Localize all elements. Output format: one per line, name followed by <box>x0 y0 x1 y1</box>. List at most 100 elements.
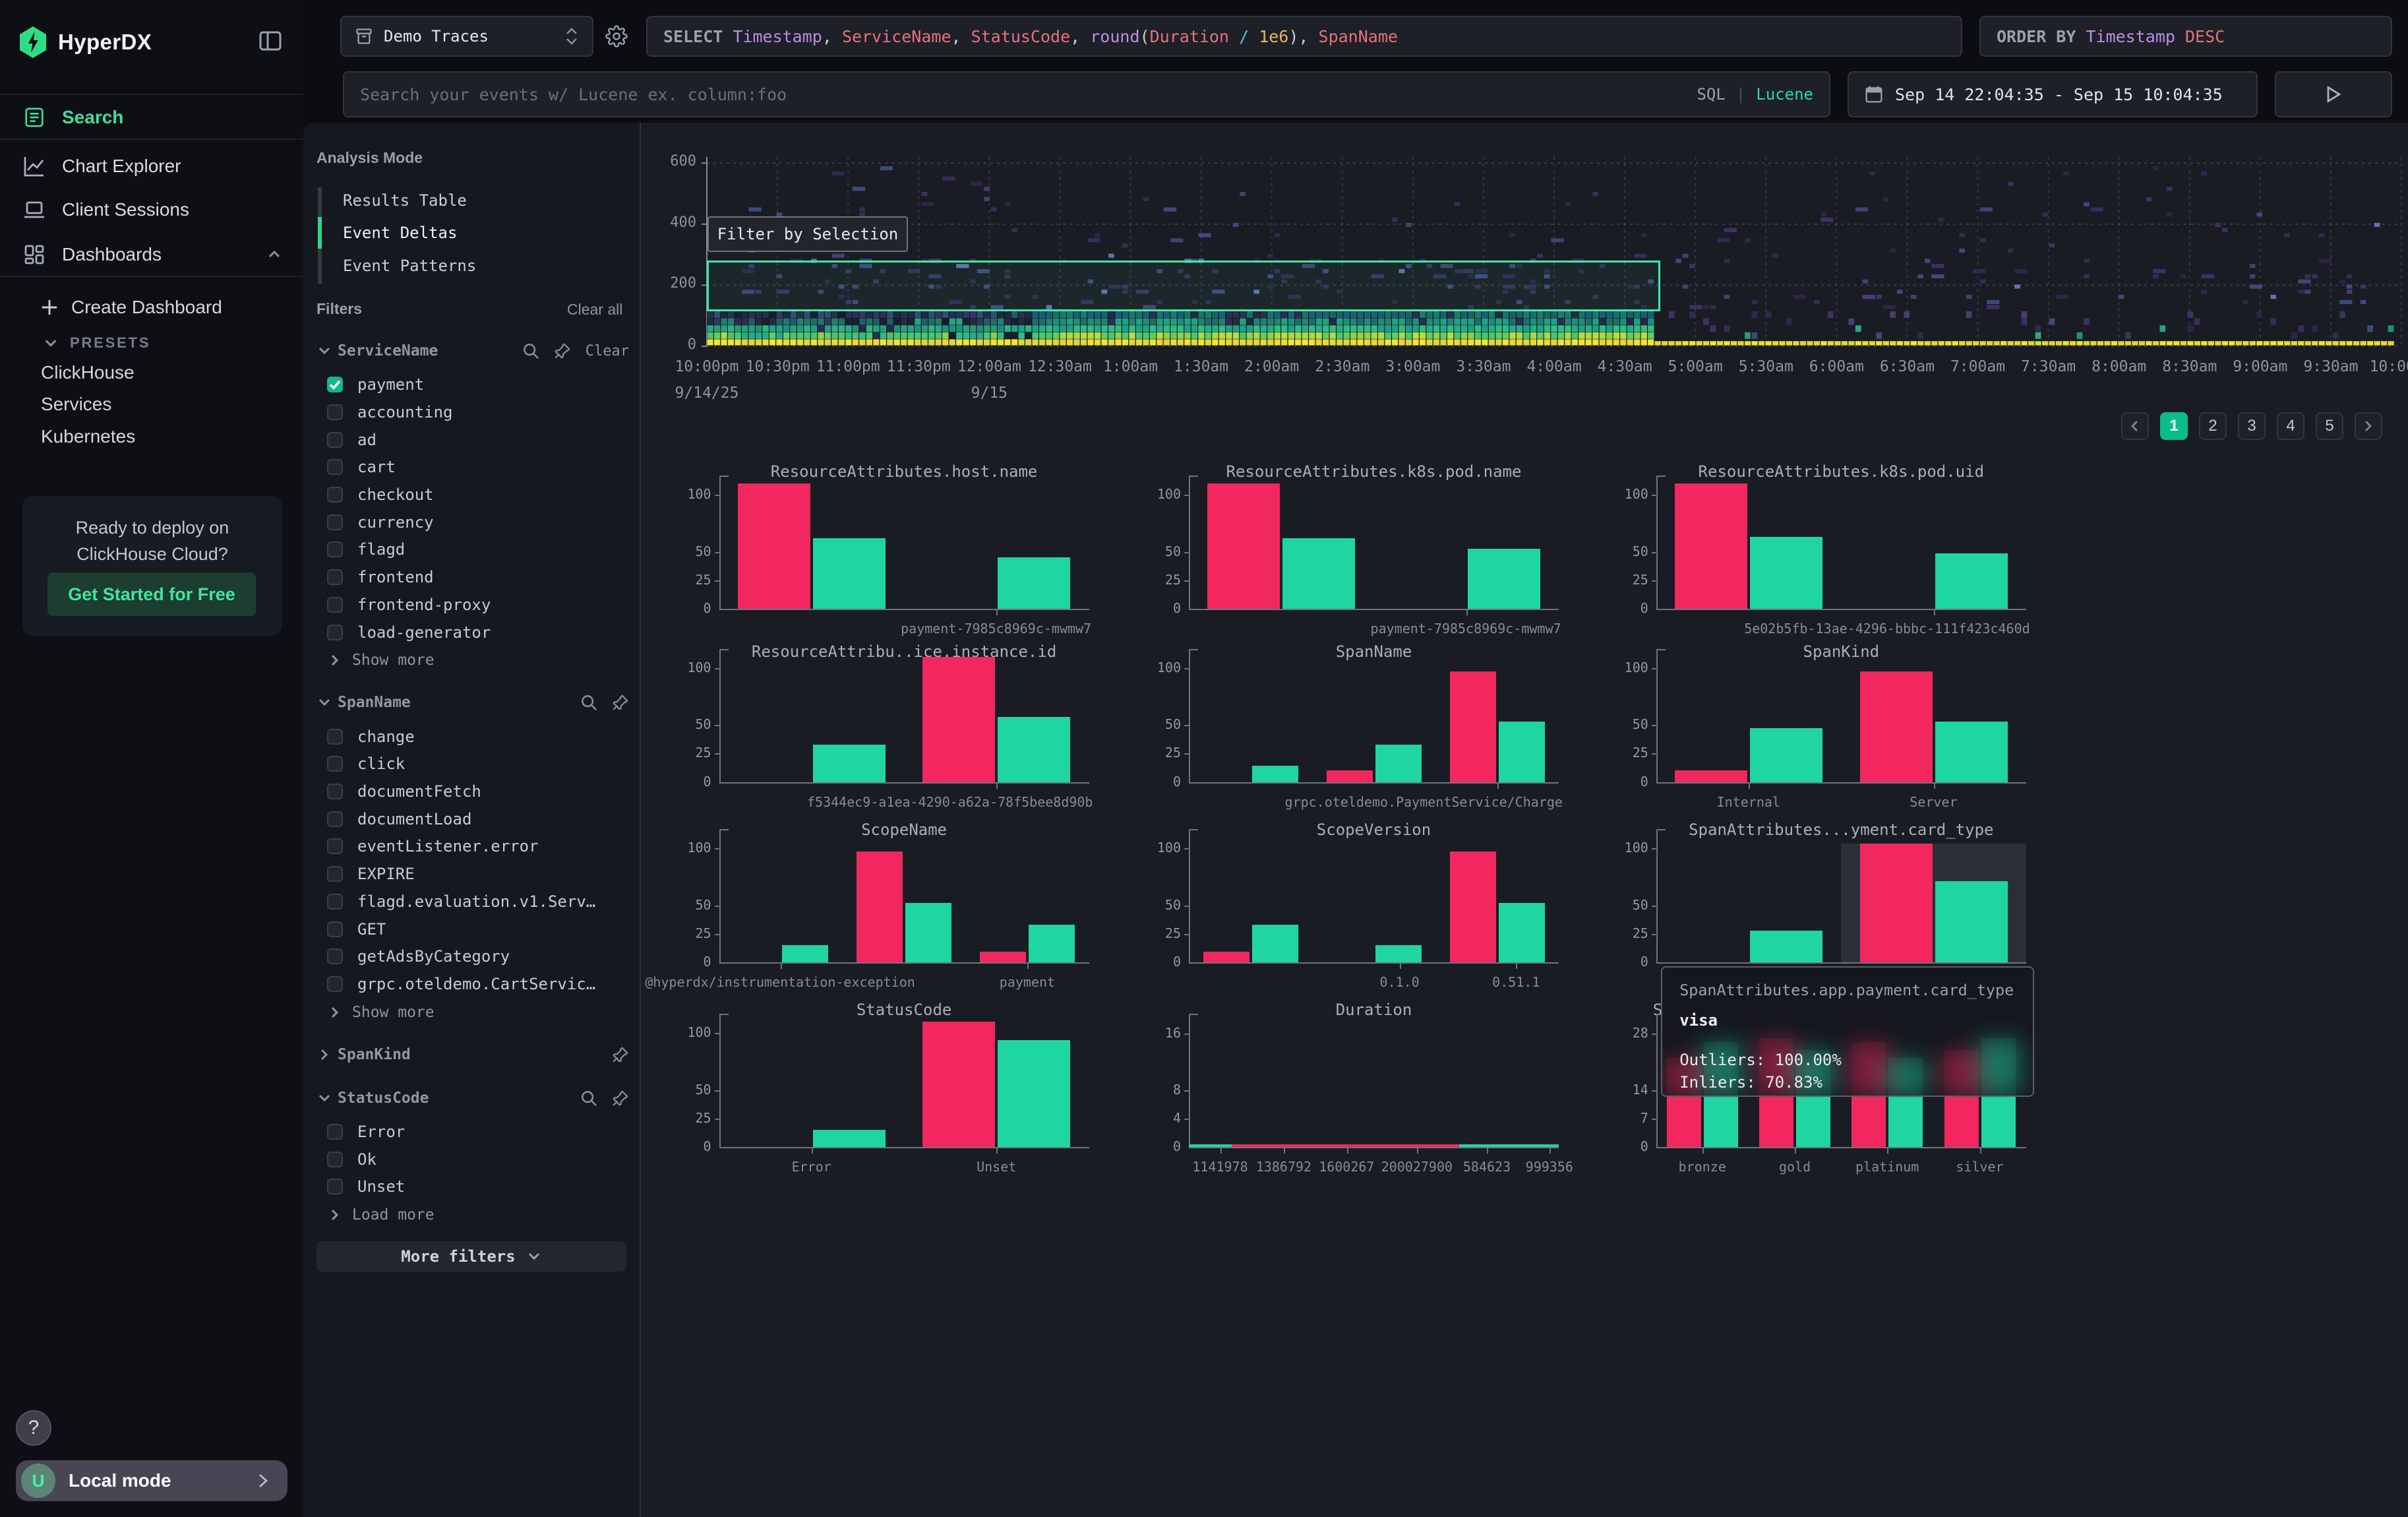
pin-icon[interactable] <box>554 342 571 359</box>
chevron-down-icon[interactable] <box>316 343 334 359</box>
checkbox[interactable] <box>327 838 343 855</box>
checkbox[interactable] <box>327 431 343 448</box>
pagination-page-3[interactable]: 3 <box>2238 412 2266 441</box>
pagination-page-2[interactable]: 2 <box>2199 412 2227 441</box>
pagination-page-4[interactable]: 4 <box>2277 412 2304 441</box>
pagination-next[interactable] <box>2355 412 2382 441</box>
filter-item[interactable]: EXPIRE <box>327 861 415 887</box>
filter-item[interactable]: accounting <box>327 399 453 425</box>
search-icon[interactable] <box>580 1090 597 1107</box>
checkbox[interactable] <box>327 1179 343 1195</box>
pin-icon[interactable] <box>612 1090 629 1107</box>
chevron-up-icon[interactable] <box>266 247 282 263</box>
filter-item[interactable]: Ok <box>327 1146 376 1173</box>
filter-group-name[interactable]: SpanKind <box>338 1045 411 1063</box>
presets-toggle[interactable]: PRESETS <box>0 326 303 360</box>
filter-group-clear[interactable]: Clear <box>585 342 629 359</box>
chevron-down-icon[interactable] <box>316 695 334 710</box>
help-button[interactable]: ? <box>16 1410 51 1446</box>
filter-item[interactable]: currency <box>327 509 434 536</box>
date-range-picker[interactable]: Sep 14 22:04:35 - Sep 15 10:04:35 <box>1848 71 2258 117</box>
sidebar-item-clickhouse[interactable]: ClickHouse <box>41 362 135 383</box>
more-filters-button[interactable]: More filters <box>316 1241 626 1272</box>
filter-group-name[interactable]: ServiceName <box>338 342 438 359</box>
filter-item[interactable]: flagd.evaluation.v1.Serv… <box>327 888 595 915</box>
checkbox-checked[interactable] <box>327 377 343 393</box>
filter-item[interactable]: grpc.oteldemo.CartServic… <box>327 971 595 997</box>
checkbox[interactable] <box>327 487 343 503</box>
user-menu[interactable]: U Local mode <box>16 1460 287 1501</box>
sidebar-item-services[interactable]: Services <box>41 394 112 414</box>
filter-item[interactable]: frontend-proxy <box>327 592 491 618</box>
filter-item[interactable]: payment <box>327 371 424 398</box>
checkbox[interactable] <box>327 624 343 640</box>
mode-sql[interactable]: SQL <box>1697 85 1726 104</box>
gear-icon[interactable] <box>605 25 628 47</box>
sidebar-item-search[interactable]: Search <box>0 98 303 137</box>
sidebar-item-kubernetes[interactable]: Kubernetes <box>41 426 136 447</box>
filter-group-name[interactable]: StatusCode <box>338 1089 429 1107</box>
analysis-mode-option[interactable]: Event Deltas <box>343 224 458 243</box>
checkbox[interactable] <box>327 1124 343 1140</box>
filter-item[interactable]: eventListener.error <box>327 833 539 859</box>
filter-item[interactable]: ad <box>327 427 376 453</box>
select-query-input[interactable]: SELECT Timestamp, ServiceName, StatusCod… <box>646 16 1962 57</box>
heatmap-selection[interactable] <box>707 261 1660 311</box>
filter-item[interactable]: checkout <box>327 481 434 508</box>
checkbox[interactable] <box>327 404 343 420</box>
analysis-mode-option[interactable]: Event Patterns <box>343 256 477 275</box>
filter-item[interactable]: documentLoad <box>327 806 471 832</box>
checkbox[interactable] <box>327 866 343 882</box>
filter-item[interactable]: GET <box>327 916 386 943</box>
checkbox[interactable] <box>327 948 343 965</box>
filter-by-selection-button[interactable]: Filter by Selection <box>707 216 908 252</box>
chevron-right-icon[interactable] <box>316 1047 334 1063</box>
filter-item[interactable]: Error <box>327 1119 405 1145</box>
run-query-button[interactable] <box>2275 71 2392 117</box>
checkbox[interactable] <box>327 728 343 745</box>
search-icon[interactable] <box>522 342 539 359</box>
sidebar-collapse-icon[interactable] <box>256 26 285 55</box>
orderby-input[interactable]: ORDER BY Timestamp DESC <box>1979 16 2392 57</box>
sidebar-item-client-sessions[interactable]: Client Sessions <box>0 190 303 230</box>
checkbox[interactable] <box>327 514 343 530</box>
pagination-page-1[interactable]: 1 <box>2160 412 2188 441</box>
checkbox[interactable] <box>327 893 343 910</box>
sidebar-item-chart-explorer[interactable]: Chart Explorer <box>0 146 303 186</box>
checkbox[interactable] <box>327 811 343 827</box>
filter-group-name[interactable]: SpanName <box>338 694 411 712</box>
create-dashboard-button[interactable]: Create Dashboard <box>0 290 303 325</box>
filter-item[interactable]: frontend <box>327 564 434 590</box>
analysis-mode-option[interactable]: Results Table <box>343 191 467 210</box>
pagination-prev[interactable] <box>2121 412 2149 441</box>
filter-load-more[interactable]: Load more <box>327 1204 435 1225</box>
filter-item[interactable]: Unset <box>327 1173 405 1200</box>
filter-show-more[interactable]: Show more <box>327 1002 435 1023</box>
search-icon[interactable] <box>580 694 597 711</box>
source-select[interactable]: Demo Traces <box>340 16 593 57</box>
checkbox[interactable] <box>327 975 343 992</box>
clear-all-button[interactable]: Clear all <box>567 301 623 318</box>
filter-item[interactable]: documentFetch <box>327 778 481 805</box>
search-input[interactable]: Search your events w/ Lucene ex. column:… <box>343 71 1830 117</box>
heatmap-canvas[interactable] <box>642 123 2408 545</box>
sidebar-item-dashboards[interactable]: Dashboards <box>0 235 303 274</box>
filter-item[interactable]: load-generator <box>327 619 491 646</box>
filter-item[interactable]: change <box>327 724 415 750</box>
checkbox[interactable] <box>327 784 343 799</box>
checkbox[interactable] <box>327 459 343 476</box>
filter-item[interactable]: click <box>327 751 405 777</box>
checkbox[interactable] <box>327 542 343 558</box>
pagination-page-5[interactable]: 5 <box>2316 412 2343 441</box>
filter-show-more[interactable]: Show more <box>327 650 435 671</box>
pin-icon[interactable] <box>612 1046 629 1063</box>
checkbox[interactable] <box>327 921 343 937</box>
filter-item[interactable]: getAdsByCategory <box>327 943 510 970</box>
mode-lucene[interactable]: Lucene <box>1756 85 1813 104</box>
checkbox[interactable] <box>327 569 343 586</box>
filter-item[interactable]: cart <box>327 454 396 480</box>
pin-icon[interactable] <box>612 694 629 711</box>
filter-item[interactable]: flagd <box>327 536 405 563</box>
checkbox[interactable] <box>327 1151 343 1167</box>
chevron-down-icon[interactable] <box>316 1090 334 1106</box>
